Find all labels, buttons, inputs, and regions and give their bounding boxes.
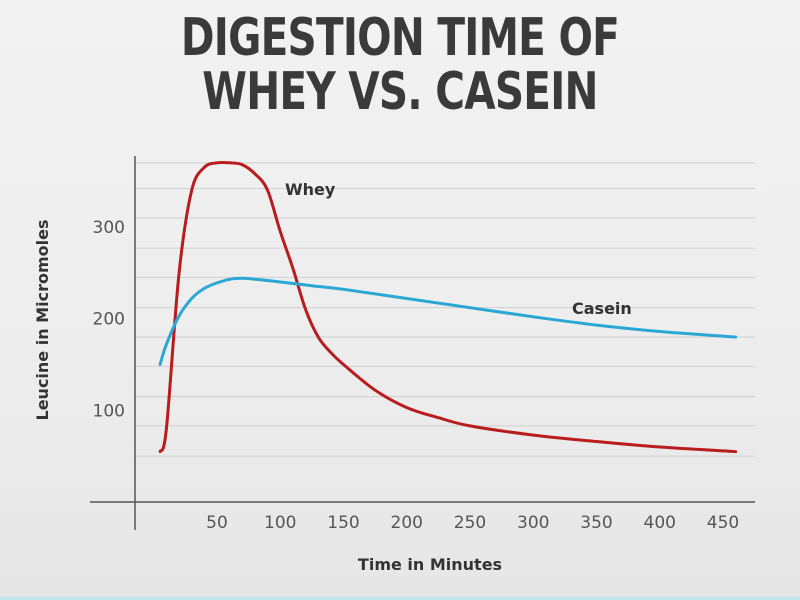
x-tick-label-150: 150	[327, 513, 359, 533]
y-tick-label-200: 200	[93, 310, 125, 330]
y-tick-label-100: 100	[93, 401, 125, 421]
casein-series-label: Casein	[572, 299, 632, 318]
x-tick-label-250: 250	[454, 513, 486, 533]
series: Whey Casein	[158, 160, 738, 454]
chart-title-line-2: WHEY VS. CASEIN	[202, 62, 598, 122]
x-axis-label: Time in Minutes	[358, 555, 502, 574]
tick-labels: 50 100 150 200 250 300 350 400 450 100 200 300	[93, 218, 740, 533]
grid	[135, 162, 755, 457]
x-tick-label-300: 300	[517, 513, 549, 533]
x-tick-label-350: 350	[580, 513, 612, 533]
bottom-accent-line	[0, 597, 800, 600]
x-tick-label-200: 200	[391, 513, 423, 533]
x-tick-label-100: 100	[264, 513, 296, 533]
y-tick-label-300: 300	[93, 218, 125, 238]
whey-series-line	[158, 160, 738, 454]
whey-series-label: Whey	[285, 180, 336, 199]
chart-title-line-1: DIGESTION TIME OF	[180, 8, 620, 68]
axes	[90, 156, 755, 530]
x-tick-label-450: 450	[707, 513, 739, 533]
casein-series-line	[158, 276, 738, 366]
x-tick-label-50: 50	[206, 513, 228, 533]
y-axis-label: Leucine in Micromoles	[33, 220, 52, 421]
x-tick-label-400: 400	[644, 513, 676, 533]
